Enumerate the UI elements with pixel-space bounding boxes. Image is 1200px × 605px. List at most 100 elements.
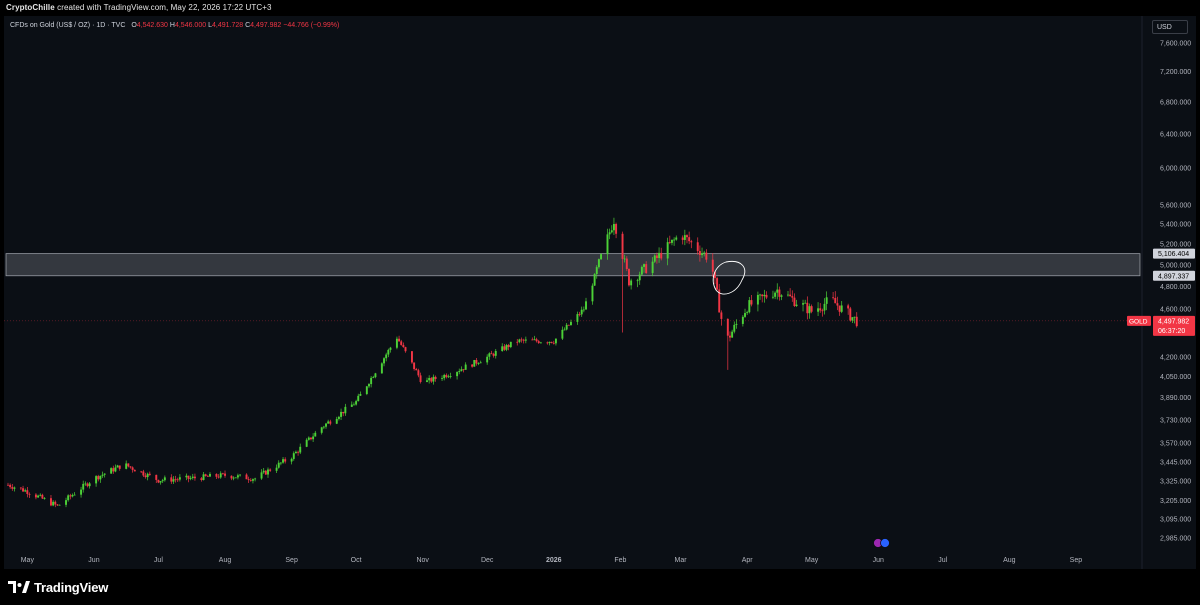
candle-body[interactable] bbox=[279, 462, 282, 464]
candle-body[interactable] bbox=[701, 253, 704, 256]
candle-body[interactable] bbox=[82, 483, 85, 490]
author-name[interactable]: CryptoChille bbox=[6, 3, 55, 12]
candle-body[interactable] bbox=[125, 463, 128, 469]
candle-body[interactable] bbox=[142, 471, 145, 476]
candle-body[interactable] bbox=[761, 294, 764, 297]
candle-body[interactable] bbox=[711, 259, 714, 272]
candle-body[interactable] bbox=[447, 376, 450, 378]
candle-body[interactable] bbox=[114, 467, 117, 472]
candle-body[interactable] bbox=[552, 342, 555, 344]
candle-body[interactable] bbox=[374, 373, 377, 378]
candle-body[interactable] bbox=[507, 345, 510, 348]
candle-body[interactable] bbox=[795, 304, 798, 307]
candle-body[interactable] bbox=[314, 432, 317, 437]
candle-body[interactable] bbox=[264, 470, 267, 475]
candle-body[interactable] bbox=[713, 271, 716, 279]
candle-body[interactable] bbox=[368, 384, 370, 387]
candle-body[interactable] bbox=[696, 242, 699, 251]
candle-body[interactable] bbox=[698, 250, 701, 256]
candle-body[interactable] bbox=[41, 494, 44, 499]
candle-body[interactable] bbox=[673, 239, 676, 241]
candle-body[interactable] bbox=[189, 477, 192, 479]
candle-body[interactable] bbox=[703, 252, 706, 254]
candle-body[interactable] bbox=[774, 292, 777, 297]
candle-body[interactable] bbox=[299, 446, 302, 453]
candle-body[interactable] bbox=[787, 294, 789, 296]
candle-body[interactable] bbox=[819, 308, 822, 311]
candle-body[interactable] bbox=[763, 294, 766, 297]
candle-body[interactable] bbox=[97, 476, 100, 480]
candle-body[interactable] bbox=[355, 401, 358, 405]
candle-body[interactable] bbox=[163, 477, 166, 481]
candle-body[interactable] bbox=[729, 335, 731, 338]
candle-body[interactable] bbox=[608, 232, 611, 235]
candle-body[interactable] bbox=[200, 478, 203, 480]
candle-body[interactable] bbox=[116, 465, 119, 468]
candle-body[interactable] bbox=[606, 234, 609, 255]
candle-body[interactable] bbox=[144, 475, 147, 478]
candle-body[interactable] bbox=[50, 498, 52, 506]
candle-body[interactable] bbox=[832, 297, 835, 299]
candle-body[interactable] bbox=[202, 474, 205, 480]
candle-body[interactable] bbox=[282, 459, 285, 463]
candle-body[interactable] bbox=[174, 479, 177, 481]
candle-body[interactable] bbox=[578, 314, 581, 315]
candle-body[interactable] bbox=[34, 494, 37, 498]
candle-body[interactable] bbox=[262, 470, 265, 473]
candle-body[interactable] bbox=[625, 258, 628, 270]
candle-body[interactable] bbox=[236, 475, 239, 478]
candle-body[interactable] bbox=[494, 351, 497, 356]
candle-body[interactable] bbox=[810, 306, 813, 312]
candle-body[interactable] bbox=[370, 377, 373, 385]
candle-body[interactable] bbox=[778, 289, 781, 297]
candle-body[interactable] bbox=[7, 484, 9, 486]
candle-body[interactable] bbox=[11, 487, 14, 489]
candle-body[interactable] bbox=[668, 242, 671, 243]
candle-body[interactable] bbox=[161, 480, 164, 482]
candle-body[interactable] bbox=[307, 437, 310, 440]
candle-body[interactable] bbox=[118, 465, 121, 469]
candle-body[interactable] bbox=[789, 294, 792, 297]
candle-body[interactable] bbox=[245, 474, 248, 480]
candle-body[interactable] bbox=[490, 353, 493, 355]
candle-body[interactable] bbox=[449, 376, 452, 377]
flag-icon[interactable] bbox=[880, 538, 890, 548]
candle-body[interactable] bbox=[428, 378, 431, 381]
candle-body[interactable] bbox=[365, 386, 368, 394]
candle-body[interactable] bbox=[726, 318, 729, 336]
candle-body[interactable] bbox=[131, 467, 134, 470]
candle-body[interactable] bbox=[623, 258, 626, 260]
candle-body[interactable] bbox=[718, 289, 721, 313]
candle-body[interactable] bbox=[475, 359, 478, 364]
candle-body[interactable] bbox=[372, 377, 375, 378]
candle-body[interactable] bbox=[267, 469, 269, 475]
candle-body[interactable] bbox=[22, 488, 25, 492]
candle-body[interactable] bbox=[129, 466, 132, 468]
candle-body[interactable] bbox=[101, 474, 104, 476]
candle-body[interactable] bbox=[9, 484, 12, 488]
candle-body[interactable] bbox=[838, 305, 841, 312]
candle-body[interactable] bbox=[825, 297, 828, 304]
candle-body[interactable] bbox=[600, 254, 603, 260]
candle-body[interactable] bbox=[690, 241, 693, 243]
candle-body[interactable] bbox=[159, 481, 162, 483]
candle-body[interactable] bbox=[580, 309, 583, 315]
candle-body[interactable] bbox=[636, 280, 639, 282]
candle-body[interactable] bbox=[509, 341, 512, 348]
candle-body[interactable] bbox=[178, 477, 181, 480]
candle-body[interactable] bbox=[653, 255, 656, 262]
candle-body[interactable] bbox=[441, 378, 444, 379]
candle-body[interactable] bbox=[426, 380, 428, 382]
candle-body[interactable] bbox=[658, 252, 661, 259]
candle-body[interactable] bbox=[415, 369, 418, 371]
candle-body[interactable] bbox=[419, 375, 422, 382]
candle-body[interactable] bbox=[460, 369, 463, 372]
candle-body[interactable] bbox=[234, 477, 237, 479]
candle-body[interactable] bbox=[157, 479, 160, 483]
candle-body[interactable] bbox=[565, 324, 568, 330]
candle-body[interactable] bbox=[217, 476, 220, 478]
candle-body[interactable] bbox=[342, 411, 345, 414]
candle-body[interactable] bbox=[284, 459, 287, 462]
candle-body[interactable] bbox=[806, 302, 809, 314]
candle-body[interactable] bbox=[595, 267, 598, 275]
